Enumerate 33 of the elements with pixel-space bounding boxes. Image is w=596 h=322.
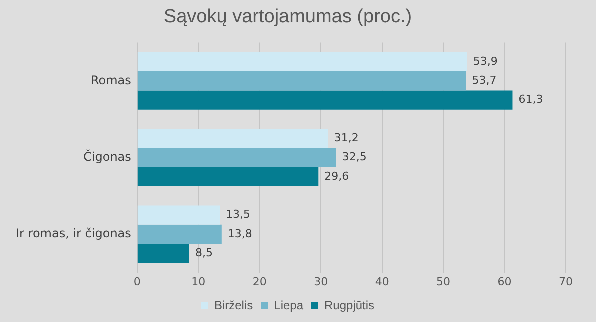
data-label: 31,2	[334, 131, 359, 144]
data-label: 61,3	[518, 93, 544, 106]
data-label: 8,5	[195, 246, 213, 260]
x-tick-label: 50	[436, 275, 451, 288]
data-label: 53,9	[473, 54, 498, 68]
legend-label: Liepa	[274, 298, 304, 312]
y-tick-label: Romas	[90, 73, 132, 88]
data-label: 13,5	[226, 208, 251, 222]
y-tick-label: Ir romas, ir čigonas	[16, 226, 132, 241]
bar	[138, 72, 466, 91]
legend-label: Rugpjūtis	[324, 298, 375, 312]
bar	[138, 244, 190, 264]
x-tick-label: 60	[498, 275, 512, 288]
x-tick-label: 70	[559, 275, 573, 288]
data-label: 32,5	[342, 150, 367, 164]
legend-label: Birželis	[214, 298, 254, 312]
bar	[138, 224, 222, 244]
bar	[138, 167, 319, 187]
x-tick-label: 40	[375, 275, 390, 288]
bar	[138, 52, 468, 72]
y-tick-label: Čigonas	[84, 148, 132, 164]
x-tick-label: 0	[134, 275, 141, 288]
chart-title: Sąvokų vartojamumas (proc.)	[164, 6, 412, 28]
data-label: 13,8	[228, 227, 252, 240]
bar	[138, 206, 220, 225]
bar	[138, 90, 513, 110]
bar	[138, 129, 328, 148]
bar	[138, 148, 336, 168]
data-label: 53,7	[472, 74, 497, 87]
x-tick-label: 30	[314, 275, 328, 288]
data-label: 29,6	[324, 170, 350, 183]
x-tick-label: 10	[192, 275, 206, 288]
x-tick-label: 20	[252, 275, 267, 288]
